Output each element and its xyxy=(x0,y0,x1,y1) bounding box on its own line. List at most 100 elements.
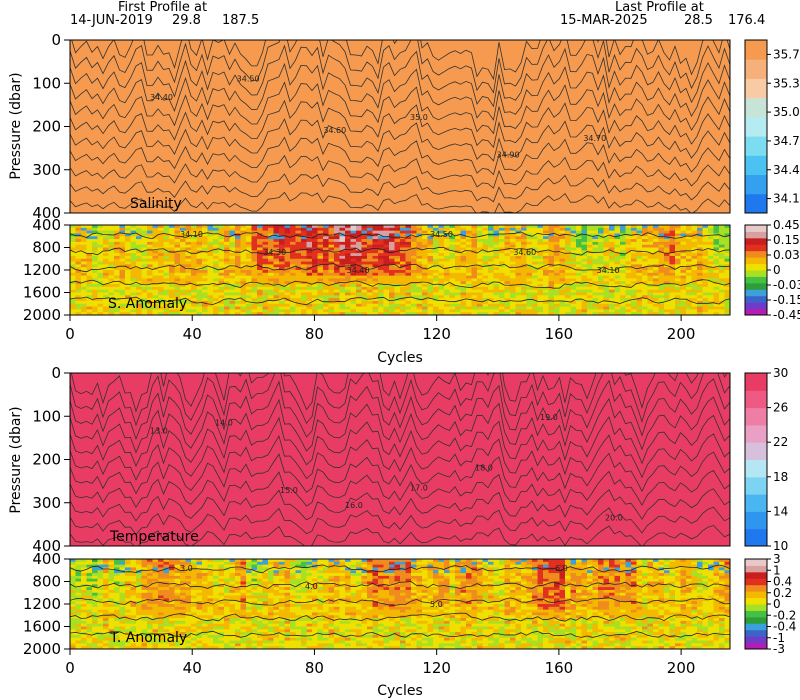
anomaly-cell xyxy=(383,289,390,293)
anomaly-cell xyxy=(108,278,115,282)
anomaly-cell xyxy=(174,626,181,630)
anomaly-cell xyxy=(499,272,505,277)
anomaly-cell xyxy=(664,253,670,257)
anomaly-cell xyxy=(724,225,730,229)
anomaly-cell xyxy=(433,244,439,248)
anomaly-cell xyxy=(581,255,588,260)
anomaly-cell xyxy=(466,239,472,243)
anomaly-cell xyxy=(86,233,93,237)
anomaly-cell xyxy=(510,298,516,302)
anomaly-cell xyxy=(499,303,505,307)
anomaly-cell xyxy=(207,632,214,636)
anomaly-cell xyxy=(235,295,241,299)
anomaly-cell xyxy=(581,272,588,277)
anomaly-cell xyxy=(191,230,197,234)
anomaly-cell xyxy=(537,312,544,315)
anomaly-cell xyxy=(163,643,170,647)
anomaly-cell xyxy=(592,247,599,251)
anomaly-cell xyxy=(251,236,258,240)
anomaly-cell xyxy=(202,573,208,577)
anomaly-cell xyxy=(191,559,197,563)
anomaly-cell xyxy=(554,253,560,257)
anomaly-cell xyxy=(103,289,109,293)
anomaly-cell xyxy=(180,312,186,315)
anomaly-cell xyxy=(103,264,109,268)
anomaly-cell xyxy=(620,250,626,254)
anomaly-cell xyxy=(675,286,681,291)
anomaly-cell xyxy=(180,570,186,574)
anomaly-cell xyxy=(691,292,698,296)
anomaly-cell xyxy=(158,306,164,310)
anomaly-cell xyxy=(389,230,395,234)
anomaly-cell xyxy=(213,253,219,257)
anomaly-cell xyxy=(455,292,461,296)
anomaly-cell xyxy=(185,620,192,625)
anomaly-cell xyxy=(163,270,170,274)
anomaly-cell xyxy=(218,623,225,627)
anomaly-cell xyxy=(532,267,538,271)
anomaly-cell xyxy=(207,278,214,282)
anomaly-cell xyxy=(163,618,170,622)
anomaly-cell xyxy=(625,298,632,302)
anomaly-cell xyxy=(669,275,676,279)
anomaly-cell xyxy=(724,286,730,291)
anomaly-cell xyxy=(603,241,610,246)
anomaly-cell xyxy=(510,236,516,240)
anomaly-cell xyxy=(642,295,648,299)
anomaly-cell xyxy=(587,270,593,274)
anomaly-cell xyxy=(273,284,280,288)
anomaly-cell xyxy=(207,227,214,232)
anomaly-cell xyxy=(383,230,390,234)
anomaly-cell xyxy=(202,239,208,243)
anomaly-cell xyxy=(361,303,368,307)
anomaly-cell xyxy=(702,300,709,305)
anomaly-cell xyxy=(620,312,626,315)
anomaly-cell xyxy=(97,575,104,580)
anomaly-cell xyxy=(724,292,730,296)
anomaly-cell xyxy=(466,247,472,251)
anomaly-cell xyxy=(295,270,302,274)
anomaly-cell xyxy=(504,261,511,265)
anomaly-cell xyxy=(185,592,192,596)
anomaly-cell xyxy=(141,312,148,315)
anomaly-cell xyxy=(471,309,478,313)
anomaly-cell xyxy=(130,575,137,580)
anomaly-cell xyxy=(680,258,687,262)
anomaly-cell xyxy=(75,620,82,625)
anomaly-cell xyxy=(136,598,142,602)
anomaly-cell xyxy=(625,270,632,274)
anomaly-cell xyxy=(213,632,219,636)
anomaly-cell xyxy=(609,255,615,260)
anomaly-cell xyxy=(114,564,120,568)
anomaly-cell xyxy=(592,236,599,240)
anomaly-cell xyxy=(339,298,346,302)
anomaly-cell xyxy=(669,278,676,282)
anomaly-cell xyxy=(521,250,527,254)
anomaly-cell xyxy=(631,292,637,296)
anomaly-cell xyxy=(603,295,610,299)
anomaly-cell xyxy=(394,295,401,299)
anomaly-cell xyxy=(279,306,285,310)
anomaly-cell xyxy=(136,646,142,649)
anomaly-cell xyxy=(163,225,170,229)
anomaly-cell xyxy=(653,227,659,232)
colorbar-tick-label: 10 xyxy=(773,539,788,553)
anomaly-cell xyxy=(614,258,621,262)
anomaly-cell xyxy=(92,629,98,633)
anomaly-cell xyxy=(191,584,197,588)
anomaly-cell xyxy=(163,239,170,243)
anomaly-cell xyxy=(466,230,472,234)
anomaly-cell xyxy=(75,247,82,251)
anomaly-cell xyxy=(295,264,302,268)
anomaly-cell xyxy=(141,595,148,599)
anomaly-cell xyxy=(196,592,203,596)
anomaly-cell xyxy=(361,233,368,237)
anomaly-cell xyxy=(81,281,87,285)
anomaly-cell xyxy=(136,629,142,633)
anomaly-cell xyxy=(152,278,159,282)
anomaly-cell xyxy=(163,587,170,591)
salinity-anomaly-x-axis-title: Cycles xyxy=(377,350,423,366)
anomaly-cell xyxy=(328,289,335,293)
contour-line xyxy=(70,191,730,213)
anomaly-cell xyxy=(708,303,714,307)
